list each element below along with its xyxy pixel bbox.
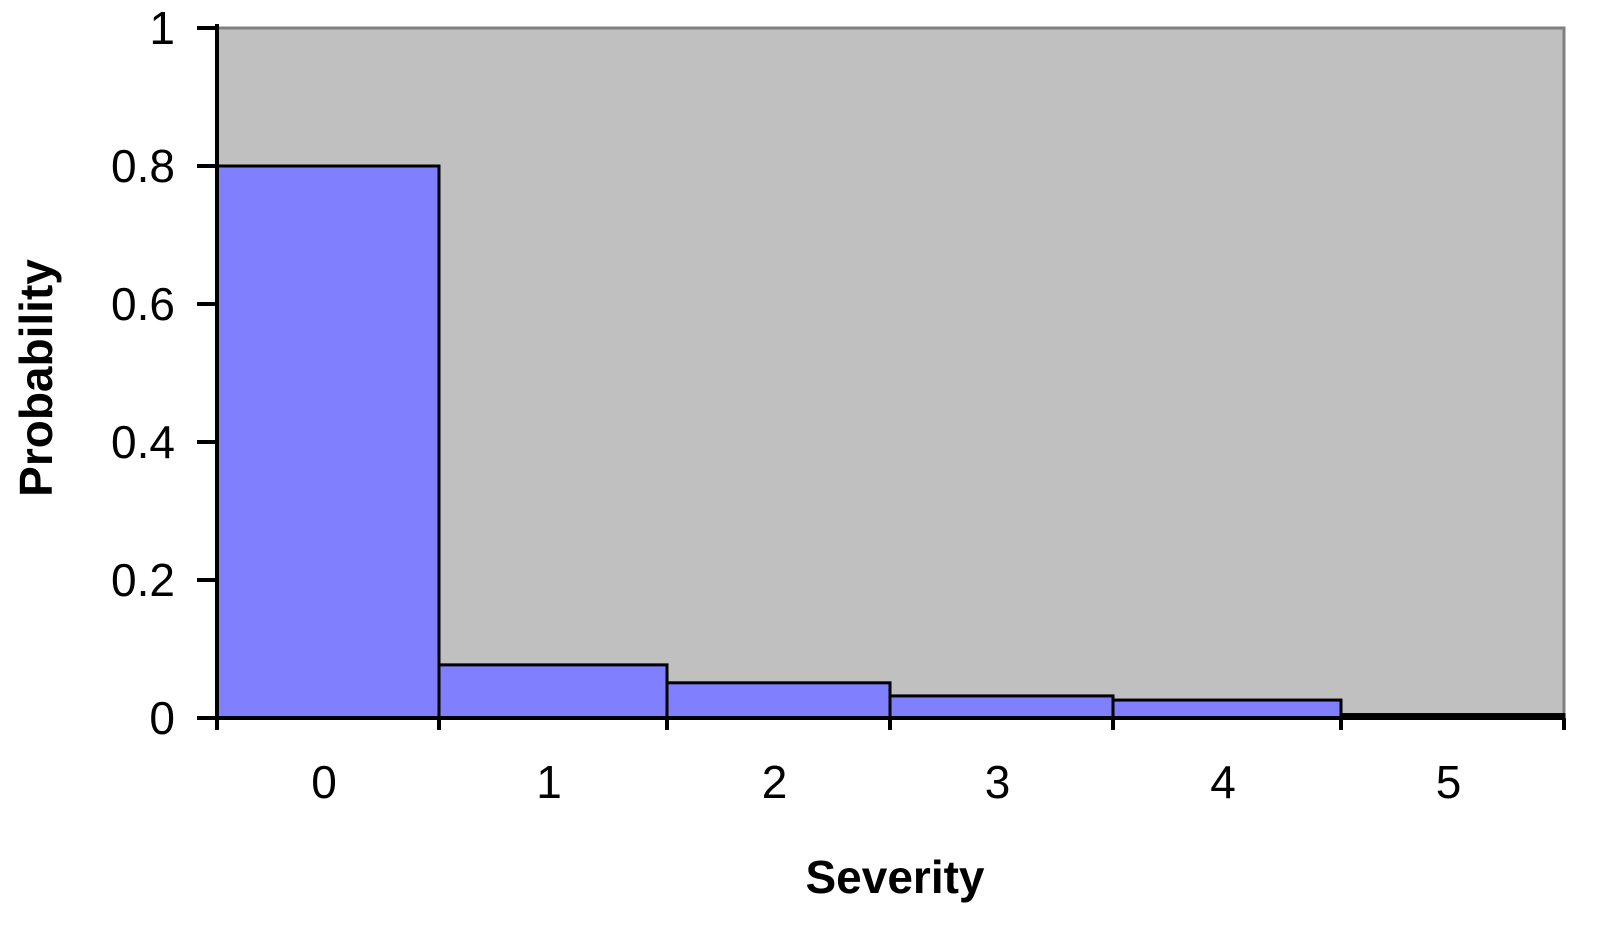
x-tick-labels: 0 1 2 3 4 5 — [311, 756, 1461, 808]
y-tick-label: 0.4 — [111, 416, 175, 468]
y-tick-label: 0 — [149, 692, 175, 744]
bar-3 — [888, 694, 1115, 720]
x-tick-label: 5 — [1436, 756, 1462, 808]
x-tick-label: 0 — [311, 756, 337, 808]
bar-0 — [215, 164, 441, 720]
x-tick-label: 3 — [985, 756, 1011, 808]
axes — [197, 24, 1566, 730]
y-tick-label: 0.6 — [111, 278, 175, 330]
y-tick-labels: 0 0.2 0.4 0.6 0.8 1 — [111, 2, 175, 744]
bar-2 — [665, 681, 892, 720]
bar-1 — [437, 663, 669, 720]
x-tick-label: 1 — [536, 756, 562, 808]
y-tick-label: 0.2 — [111, 554, 175, 606]
x-tick-label: 2 — [762, 756, 788, 808]
bar-group — [215, 164, 1566, 720]
bar-4 — [1111, 698, 1343, 720]
x-axis-title: Severity — [805, 851, 984, 903]
y-axis-title: Probability — [10, 259, 62, 497]
y-tick-label: 0.8 — [111, 140, 175, 192]
x-tick-label: 4 — [1210, 756, 1236, 808]
y-tick-label: 1 — [149, 2, 175, 54]
plot-area — [215, 26, 1566, 720]
